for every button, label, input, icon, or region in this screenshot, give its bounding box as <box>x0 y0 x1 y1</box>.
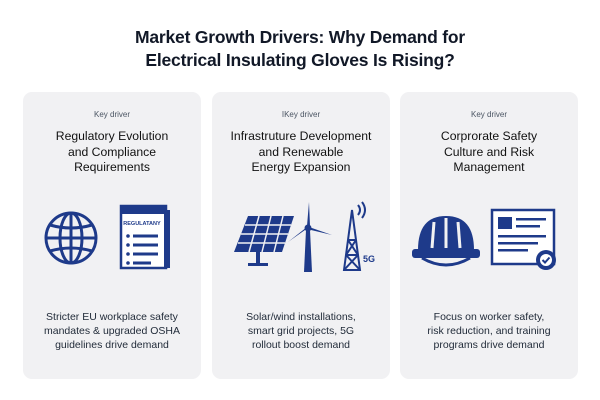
card-heading-line: Regulatory Evolution <box>55 129 169 143</box>
driver-cards: Key driver Regulatory Evolution and Comp… <box>23 92 579 379</box>
document-label: REGULATANY <box>123 221 161 227</box>
certificate-icon <box>490 208 556 270</box>
card-heading-line: Management <box>453 160 525 174</box>
card-icons: REGULATANY <box>23 200 201 290</box>
card-description-line: guidelines drive demand <box>55 339 169 351</box>
card-description-line: programs drive demand <box>433 339 545 351</box>
card-heading: Infrastruture Development and Renewable … <box>218 129 384 176</box>
card-description-line: risk reduction, and training <box>427 325 551 337</box>
5g-label: 5G <box>363 254 375 264</box>
page-title: Market Growth Drivers: Why Demand for El… <box>0 26 600 72</box>
card-label: Key driver <box>470 110 507 119</box>
card-heading-line: Culture and Risk <box>443 144 535 159</box>
card-heading-line: Energy Expansion <box>251 160 351 174</box>
title-line-1: Market Growth Drivers: Why Demand for <box>134 27 466 47</box>
card-heading-line: Corprorate Safety <box>440 129 538 143</box>
card-heading: Regulatory Evolution and Compliance Requ… <box>29 129 195 176</box>
card-description-line: Focus on worker safety, <box>433 311 545 323</box>
card-label: Key driver <box>93 110 130 119</box>
card-description-line: mandates & upgraded OSHA <box>44 325 180 337</box>
card-description: Focus on worker safety, risk reduction, … <box>404 310 574 352</box>
regulatory-document-icon: REGULATANY <box>119 204 170 270</box>
title-line-2: Electrical Insulating Gloves Is Rising? <box>145 50 455 70</box>
card-description-line: Solar/wind installations, <box>246 311 356 323</box>
card-heading-line: and Renewable <box>258 144 344 159</box>
card-label: IKey driver <box>281 110 321 119</box>
card-description: Solar/wind installations, smart grid pro… <box>216 310 386 352</box>
driver-card-regulatory: Key driver Regulatory Evolution and Comp… <box>23 92 201 379</box>
driver-card-infrastructure: IKey driver Infrastruture Development an… <box>212 92 390 379</box>
hard-hat-icon <box>412 216 480 267</box>
card-icons <box>400 200 578 290</box>
driver-card-safety-culture: Key driver Corprorate Safety Culture and… <box>400 92 578 379</box>
solar-panel-icon <box>234 215 294 266</box>
card-description-line: smart grid projects, 5G <box>247 325 355 337</box>
globe-icon <box>44 211 98 265</box>
card-description-line: Stricter EU workplace safety <box>46 311 178 323</box>
card-heading: Corprorate Safety Culture and Risk Manag… <box>406 129 572 176</box>
wind-turbine-icon <box>288 202 332 272</box>
5g-tower-icon: 5G <box>342 201 375 271</box>
card-heading-line: Infrastruture Development <box>230 129 372 143</box>
card-description: Stricter EU workplace safety mandates & … <box>27 310 197 352</box>
card-description-line: rollout boost demand <box>251 339 351 351</box>
card-heading-line: Requirements <box>74 160 150 174</box>
card-icons: 5G <box>212 200 390 290</box>
card-heading-line: and Compliance <box>67 144 157 159</box>
